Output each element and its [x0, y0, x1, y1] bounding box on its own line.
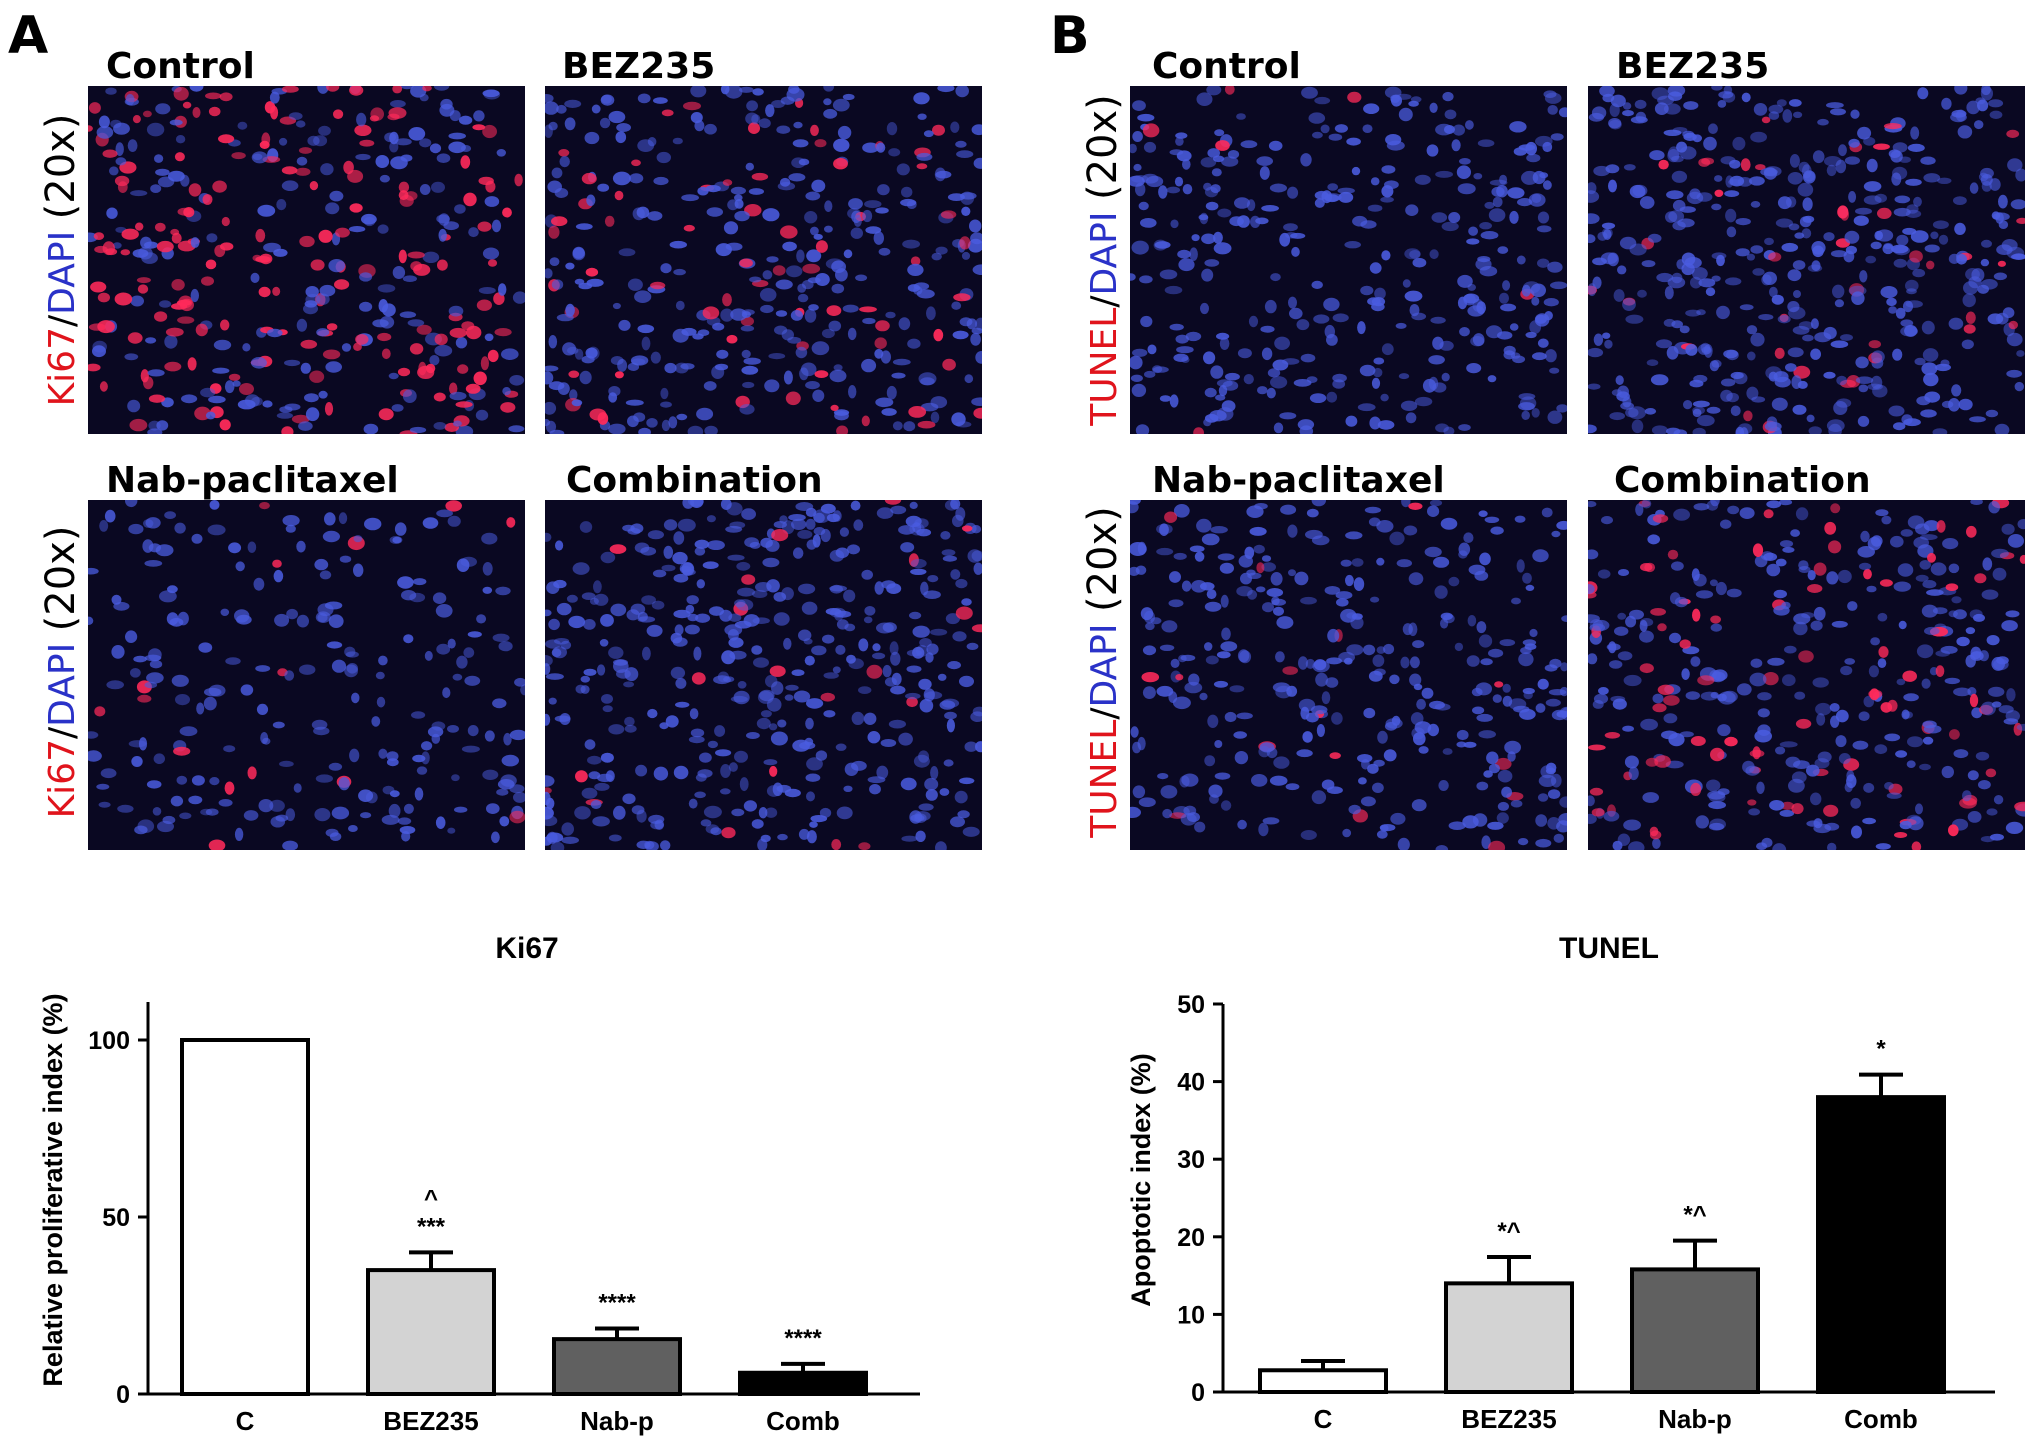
chart-ki67-significance-label: ^: [424, 1185, 438, 1212]
chart-ki67-bar-comb: [738, 1370, 868, 1397]
title-b-bez235: BEZ235: [1616, 46, 1770, 87]
title-a-nab-paclitaxel: Nab-paclitaxel: [106, 460, 399, 501]
chart-tunel-category-label: Nab-p: [1658, 1404, 1732, 1434]
chart-tunel-ytick-label: 20: [1177, 1224, 1205, 1252]
title-a-combination: Combination: [566, 460, 823, 501]
micrograph-a-control: [88, 86, 525, 434]
chart-tunel-ylabel: Apoptotic index (%): [1126, 1053, 1156, 1306]
chart-tunel-bar-nab-p: [1630, 1267, 1760, 1394]
chart-ki67-significance-label: ***: [417, 1213, 446, 1240]
chart-tunel-category-label: Comb: [1844, 1404, 1918, 1434]
chart-tunel-significance-label: *^: [1497, 1218, 1520, 1245]
chart-ki67-ytick-label: 0: [116, 1381, 130, 1409]
chart-tunel-title: TUNEL: [1559, 932, 1659, 965]
micrograph-b-bez235: [1588, 86, 2025, 434]
micrograph-b-nab-paclitaxel: [1130, 500, 1567, 850]
chart-ki67-bar-nab-p: [552, 1337, 682, 1397]
chart-tunel-bar-comb: [1816, 1095, 1946, 1394]
chart-ki67-bar-bez235: [366, 1268, 496, 1396]
micrograph-b-control: [1130, 86, 1567, 434]
title-a-control: Control: [106, 46, 255, 87]
chart-tunel-significance-label: *^: [1683, 1202, 1706, 1229]
title-a-bez235: BEZ235: [562, 46, 716, 87]
chart-tunel-ytick-label: 40: [1177, 1069, 1205, 1097]
micrograph-a-bez235: [545, 86, 982, 434]
chart-ki67-significance-label: ****: [598, 1290, 636, 1317]
panel-letter-b: B: [1050, 6, 1090, 66]
chart-ki67-significance-label: ****: [784, 1325, 822, 1352]
chart-ki67-category-label: Nab-p: [580, 1406, 654, 1436]
chart-ki67-category-label: Comb: [766, 1406, 840, 1436]
chart-ki67-category-label: BEZ235: [383, 1406, 478, 1436]
chart-tunel-category-label: BEZ235: [1461, 1404, 1556, 1434]
chart-ki67-ylabel: Relative proliferative index (%): [38, 993, 68, 1386]
micrograph-b-combination: [1588, 500, 2025, 850]
chart-ki67-bar-c: [180, 1038, 310, 1396]
chart-tunel-category-label: C: [1314, 1404, 1333, 1434]
chart-tunel-bar-bez235: [1444, 1281, 1574, 1394]
chart-ki67-category-label: C: [236, 1406, 255, 1436]
chart-tunel-bar-c: [1258, 1368, 1388, 1394]
chart-tunel-significance-label: *: [1876, 1036, 1886, 1063]
panel-letter-a: A: [8, 6, 49, 66]
title-b-nab-paclitaxel: Nab-paclitaxel: [1152, 460, 1445, 501]
chart-tunel-ytick-label: 10: [1177, 1301, 1205, 1329]
chart-tunel-ytick-label: 0: [1191, 1379, 1205, 1407]
micrograph-a-combination: [545, 500, 982, 850]
chart-tunel-ytick-label: 30: [1177, 1146, 1205, 1174]
chart-ki67-ytick-label: 50: [102, 1204, 130, 1232]
chart-ki67-ytick-label: 100: [88, 1027, 130, 1055]
chart-tunel-ytick-label: 50: [1177, 991, 1205, 1019]
title-b-control: Control: [1152, 46, 1301, 87]
micrograph-a-nab-paclitaxel: [88, 500, 525, 850]
chart-ki67-title: Ki67: [495, 932, 558, 965]
title-b-combination: Combination: [1614, 460, 1871, 501]
